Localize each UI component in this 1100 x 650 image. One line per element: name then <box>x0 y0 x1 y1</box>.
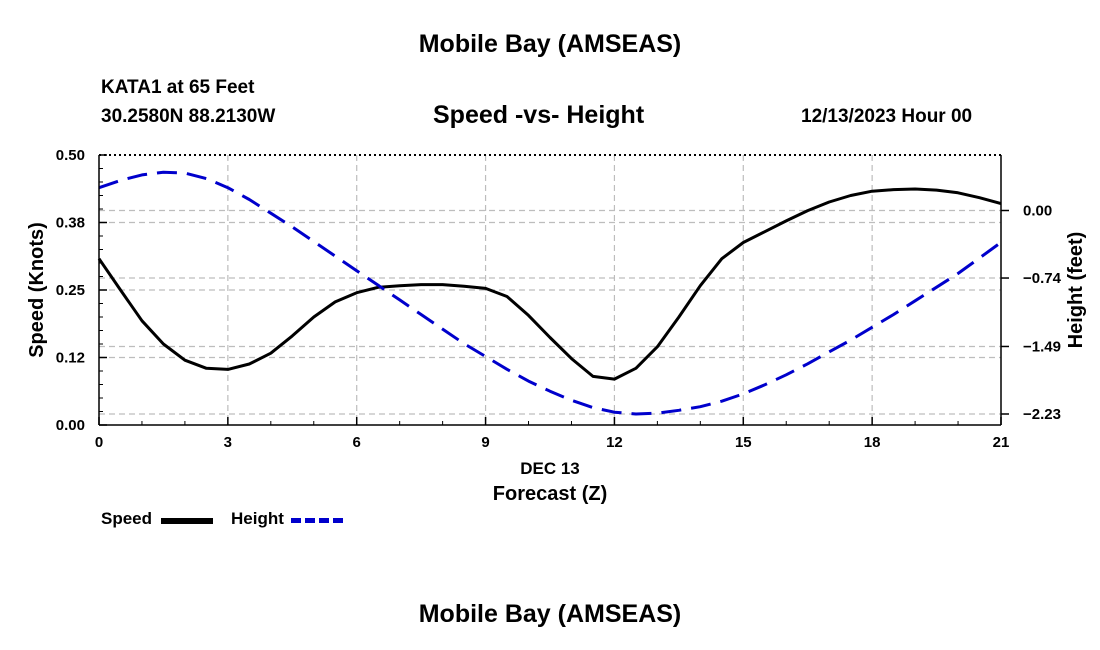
station-label: KATA1 at 65 Feet <box>101 77 255 98</box>
y-left-tick-label: 0.00 <box>56 417 85 434</box>
y-left-tick-label: 0.25 <box>56 282 85 299</box>
page-title-repeat: Mobile Bay (AMSEAS) <box>418 600 682 628</box>
series-layer <box>97 170 1002 416</box>
series-line-height <box>98 170 1002 416</box>
y-right-tick-label: −1.49 <box>1023 338 1061 355</box>
x-tick-label: 0 <box>95 434 103 451</box>
legend-speed-swatch <box>161 518 213 524</box>
x-tick-label: 9 <box>481 434 489 451</box>
y-left-tick-label: 0.50 <box>56 147 85 164</box>
y-right-tick-label: −2.23 <box>1023 406 1061 423</box>
x-tick-label: 15 <box>735 434 752 451</box>
x-tick-label: 12 <box>606 434 623 451</box>
page-title: Mobile Bay (AMSEAS) <box>418 30 682 58</box>
y-left-tick-label: 0.12 <box>56 350 85 367</box>
legend-height-swatch <box>291 518 343 523</box>
station-coordinates: 30.2580N 88.2130W <box>101 106 276 127</box>
x-tick-label: 3 <box>224 434 232 451</box>
legend-height-label: Height <box>231 509 284 528</box>
grid-layer <box>99 155 1001 425</box>
forecast-datetime: 12/13/2023 Hour 00 <box>801 106 973 127</box>
legend-speed-label: Speed <box>101 509 153 528</box>
y-right-tick-label: −0.74 <box>1023 270 1062 287</box>
y-axis-left-label: Speed (Knots) <box>26 222 48 358</box>
x-tick-label: 18 <box>864 434 881 451</box>
x-axis-label: Forecast (Z) <box>493 483 607 505</box>
chart-title: Speed -vs- Height <box>433 101 645 129</box>
x-tick-label: 6 <box>353 434 361 451</box>
axes-layer: 0 3 6 9 12 15 18 21 0.00 0.12 0.25 0.38 0.50 0.00 −0.7… <box>56 147 1062 451</box>
series-line-speed <box>97 187 1002 381</box>
x-axis-date-label: DEC 13 <box>520 459 580 478</box>
y-right-tick-label: 0.00 <box>1023 203 1052 220</box>
y-axis-right-label: Height (feet) <box>1065 232 1087 349</box>
y-left-tick-label: 0.38 <box>56 215 85 232</box>
x-tick-label: 21 <box>993 434 1010 451</box>
